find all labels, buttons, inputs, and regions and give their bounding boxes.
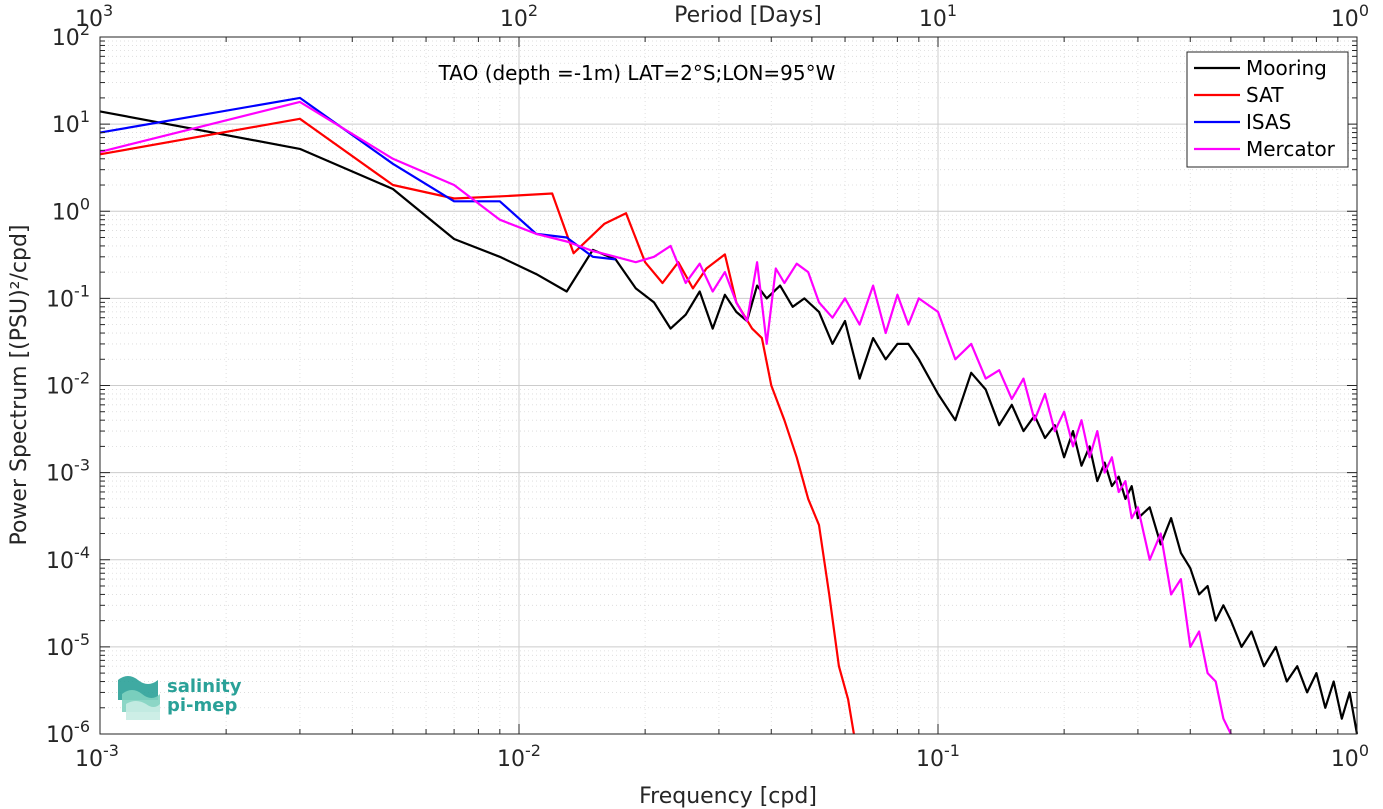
top-axis-title: Period [Days] bbox=[674, 3, 822, 28]
series-line-mercator bbox=[99, 100, 1232, 735]
legend-label-mooring: Mooring bbox=[1246, 56, 1327, 80]
x-tick-label: 10-2 bbox=[497, 741, 541, 772]
y-tick-label: 102 bbox=[52, 20, 90, 51]
y-tick-label: 10-3 bbox=[46, 456, 90, 487]
y-tick-label: 10-5 bbox=[46, 630, 90, 661]
y-axis-title: Power Spectrum [(PSU)²/cpd] bbox=[7, 224, 32, 545]
y-tick-label: 10-4 bbox=[46, 543, 90, 574]
y-tick-label: 101 bbox=[52, 107, 90, 138]
legend-label-isas: ISAS bbox=[1246, 110, 1291, 134]
salinity-pi-mep-logo: salinity pi-mep bbox=[118, 676, 242, 720]
top-tick-label: 102 bbox=[500, 1, 538, 32]
x-tick-label: 100 bbox=[1331, 741, 1369, 772]
chart-annotation: TAO (depth =-1m) LAT=2°S;LON=95°W bbox=[438, 61, 836, 85]
legend-label-mercator: Mercator bbox=[1246, 137, 1336, 161]
top-tick-label: 103 bbox=[75, 1, 113, 32]
x-tick-label: 10-3 bbox=[75, 741, 119, 772]
x-tick-label: 10-1 bbox=[916, 741, 960, 772]
legend-box bbox=[1186, 51, 1349, 168]
y-tick-label: 10-6 bbox=[46, 717, 90, 748]
top-tick-label: 100 bbox=[1331, 1, 1369, 32]
series-line-mooring bbox=[99, 110, 1359, 735]
top-tick-label: 101 bbox=[919, 1, 957, 32]
series-lines bbox=[99, 96, 1359, 735]
legend-label-sat: SAT bbox=[1246, 83, 1284, 107]
series-line-sat bbox=[99, 117, 855, 735]
axis-ticks bbox=[99, 36, 1358, 735]
logo-line1: salinity bbox=[167, 676, 242, 697]
legend: Mooring SAT ISAS Mercator bbox=[1186, 51, 1349, 168]
x-axis-title: Frequency [cpd] bbox=[639, 784, 817, 809]
logo-wave-icon-3 bbox=[126, 701, 160, 720]
logo-line2: pi-mep bbox=[167, 695, 237, 716]
y-tick-label: 100 bbox=[52, 194, 90, 225]
y-tick-label: 10-2 bbox=[46, 369, 90, 400]
y-tick-label: 10-1 bbox=[46, 281, 90, 312]
